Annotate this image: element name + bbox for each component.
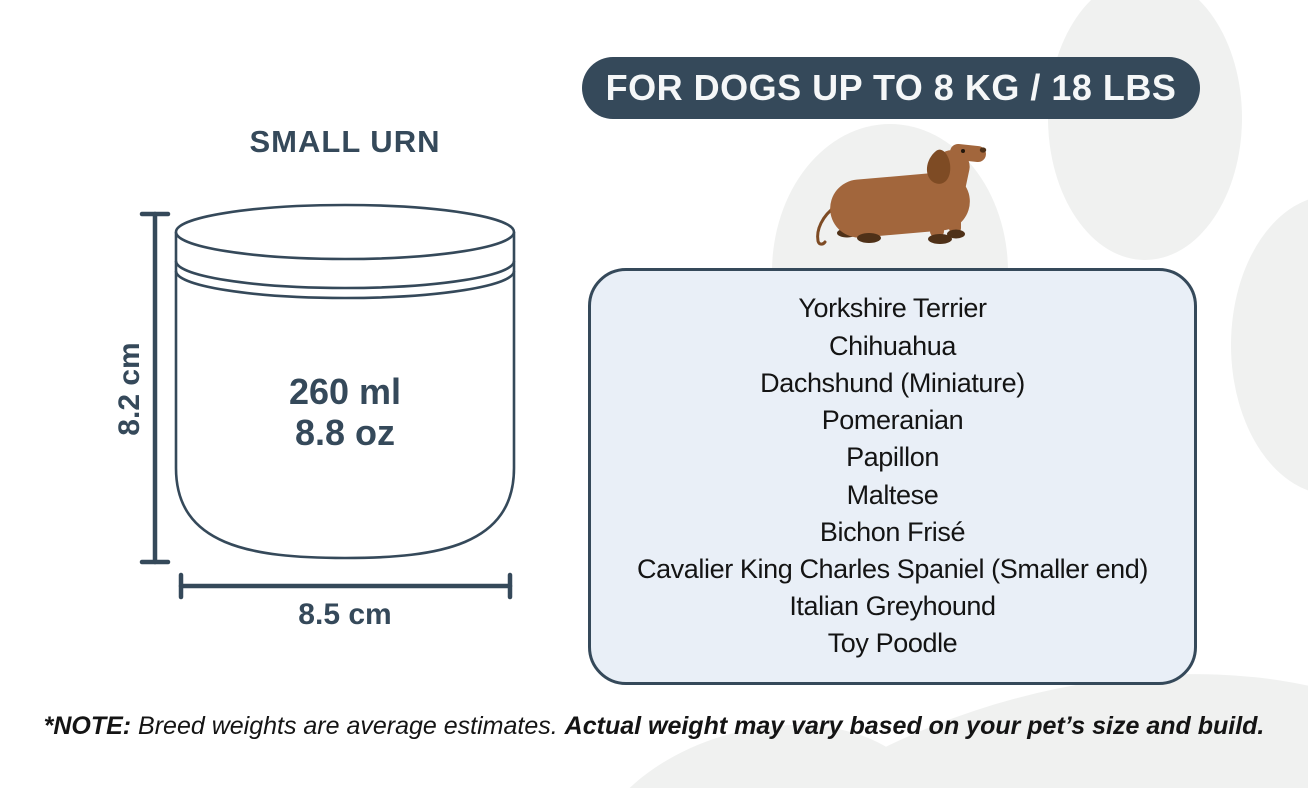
breed-item: Bichon Frisé (819, 516, 966, 547)
breed-item: Yorkshire Terrier (798, 293, 987, 324)
dog-nose (979, 147, 987, 153)
dog-paw (928, 234, 952, 244)
urn-width-label: 8.5 cm (298, 598, 392, 631)
dog-tail (816, 204, 838, 246)
footnote-prefix: *NOTE: (43, 712, 132, 740)
breed-item: Dachshund (Miniature) (760, 367, 1025, 398)
breed-item: Cavalier King Charles Spaniel (Smaller e… (636, 553, 1149, 584)
urn-body-outline (174, 232, 516, 560)
breed-item: Pomeranian (821, 405, 964, 436)
breed-item: Toy Poodle (827, 628, 958, 659)
urn-diagram-icon (139, 203, 516, 600)
footnote-text: Breed weights are average estimates. (131, 712, 565, 740)
dog-paw (857, 233, 881, 243)
urn-capacity-oz: 8.8 oz (294, 412, 396, 453)
urn-title: SMALL URN (249, 124, 441, 159)
paw-toe-icon (1048, 0, 1242, 260)
breed-item: Italian Greyhound (789, 591, 996, 622)
urn-lid-rim-arc (174, 260, 516, 290)
urn-lid-top (174, 203, 516, 261)
urn-height-label: 8.2 cm (113, 342, 146, 436)
dog-ear (926, 149, 951, 184)
breed-item: Chihuahua (828, 330, 956, 361)
paw-toe-icon (1231, 199, 1308, 491)
breed-item: Papillon (846, 442, 939, 473)
dog-snout (950, 143, 986, 163)
urn-shoulder-arc (174, 270, 516, 300)
weight-limit-banner: FOR DOGS UP TO 8 KG / 18 LBS (582, 57, 1200, 119)
dog-eye (961, 149, 965, 153)
urn-capacity: 260 ml 8.8 oz (175, 371, 515, 453)
dog-paw (947, 229, 965, 239)
paw-pad-icon (588, 725, 932, 788)
urn-capacity-ml: 260 ml (288, 371, 402, 412)
footnote-bold-text: Actual weight may vary based on your pet… (564, 712, 1265, 740)
footnote: *NOTE: Breed weights are average estimat… (0, 712, 1308, 741)
breed-list-box: Yorkshire Terrier Chihuahua Dachshund (M… (588, 268, 1197, 685)
dachshund-icon (816, 143, 987, 246)
weight-limit-label: FOR DOGS UP TO 8 KG / 18 LBS (605, 67, 1177, 108)
breed-item: Maltese (846, 479, 939, 510)
